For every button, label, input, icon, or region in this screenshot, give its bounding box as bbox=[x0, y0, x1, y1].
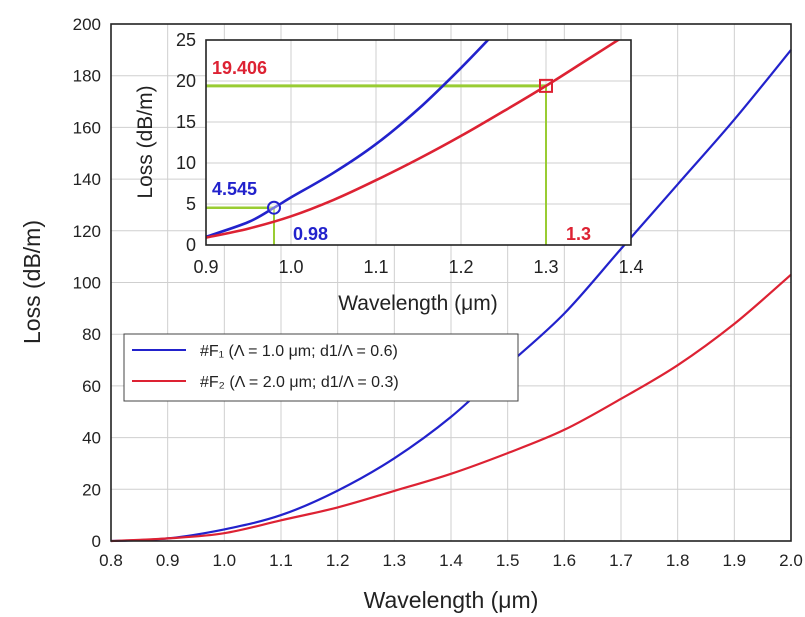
inset-series-f1-line bbox=[206, 40, 490, 239]
main-x-tick-label: 1.5 bbox=[496, 551, 520, 570]
marker-blue-point bbox=[267, 200, 281, 215]
legend: #F₁ (Λ = 1.0 μm; d1/Λ = 0.6) #F₂ (Λ = 2.… bbox=[123, 333, 519, 402]
inset-y-tick-label: 25 bbox=[176, 30, 196, 50]
main-x-tick-label: 0.9 bbox=[156, 551, 180, 570]
legend-entry-f1: #F₁ (Λ = 1.0 μm; d1/Λ = 0.6) bbox=[200, 343, 398, 360]
main-x-tick-label: 1.8 bbox=[666, 551, 690, 570]
marker-red-point bbox=[539, 78, 553, 93]
main-x-tick-label: 1.2 bbox=[326, 551, 350, 570]
main-x-tick-label: 1.9 bbox=[723, 551, 747, 570]
main-y-tick-label: 60 bbox=[82, 377, 101, 396]
inset-y-tick-label: 5 bbox=[186, 194, 196, 214]
inset-x-axis-label: Wavelength (μm) bbox=[338, 292, 498, 315]
main-y-axis-label: Loss (dB/m) bbox=[19, 220, 45, 344]
main-x-tick-label: 2.0 bbox=[779, 551, 803, 570]
annotation-blue-y-value: 4.545 bbox=[212, 179, 257, 199]
inset-x-tick-label: 1.1 bbox=[363, 257, 388, 277]
inset-background bbox=[206, 40, 631, 245]
inset-y-axis-label: Loss (dB/m) bbox=[134, 85, 157, 198]
main-y-tick-label: 20 bbox=[82, 480, 101, 499]
inset-y-tick-label: 0 bbox=[186, 235, 196, 255]
main-y-tick-label: 180 bbox=[73, 67, 101, 86]
inset-y-tick-label: 20 bbox=[176, 71, 196, 91]
annotation-red-y-value: 19.406 bbox=[212, 58, 267, 78]
inset-series-f2-line bbox=[206, 40, 621, 239]
main-y-tick-label: 120 bbox=[73, 222, 101, 241]
legend-box bbox=[123, 333, 519, 402]
main-y-tick-label: 40 bbox=[82, 429, 101, 448]
main-x-tick-label: 1.7 bbox=[609, 551, 633, 570]
main-x-tick-labels: 0.8 0.9 1.0 1.1 1.2 1.3 1.4 1.5 1.6 1.7 1.8 1.9 2.0 bbox=[99, 551, 803, 570]
inset-y-tick-labels: 0 5 10 15 20 25 bbox=[176, 30, 196, 255]
main-x-tick-label: 1.3 bbox=[383, 551, 407, 570]
annotation-red-x-value: 1.3 bbox=[566, 224, 591, 244]
main-y-tick-label: 200 bbox=[73, 15, 101, 34]
inset-plot-frame bbox=[205, 39, 632, 246]
main-plot-frame bbox=[110, 23, 792, 542]
inset-y-tick-label: 10 bbox=[176, 153, 196, 173]
main-y-tick-label: 140 bbox=[73, 170, 101, 189]
legend-entry-f2: #F₂ (Λ = 2.0 μm; d1/Λ = 0.3) bbox=[200, 374, 399, 391]
inset-x-tick-label: 0.9 bbox=[193, 257, 218, 277]
main-y-tick-label: 100 bbox=[73, 274, 101, 293]
main-y-tick-label: 80 bbox=[82, 325, 101, 344]
inset-x-tick-label: 1.4 bbox=[618, 257, 643, 277]
inset-y-tick-label: 15 bbox=[176, 112, 196, 132]
main-y-tick-label: 0 bbox=[92, 532, 101, 551]
main-x-axis-label: Wavelength (μm) bbox=[364, 587, 539, 613]
main-y-tick-labels: 0 20 40 60 80 100 120 140 160 180 200 bbox=[73, 15, 101, 551]
inset-series-lines bbox=[206, 40, 621, 239]
inset-x-tick-labels: 0.9 1.0 1.1 1.2 1.3 1.4 bbox=[193, 257, 643, 277]
inset-x-tick-label: 1.3 bbox=[533, 257, 558, 277]
main-series-f2-line bbox=[110, 273, 792, 543]
main-y-tick-label: 160 bbox=[73, 118, 101, 137]
main-x-tick-label: 1.1 bbox=[269, 551, 293, 570]
main-x-tick-label: 1.0 bbox=[213, 551, 237, 570]
main-x-tick-label: 1.4 bbox=[439, 551, 463, 570]
inset-plot: 0.9 1.0 1.1 1.2 1.3 1.4 0 5 10 15 20 25 Wavelength… bbox=[134, 30, 644, 315]
inset-markers bbox=[267, 78, 553, 215]
main-x-tick-label: 1.6 bbox=[553, 551, 577, 570]
inset-x-tick-label: 1.2 bbox=[448, 257, 473, 277]
main-x-tick-label: 0.8 bbox=[99, 551, 123, 570]
inset-x-tick-label: 1.0 bbox=[278, 257, 303, 277]
annotation-blue-x-value: 0.98 bbox=[293, 224, 328, 244]
